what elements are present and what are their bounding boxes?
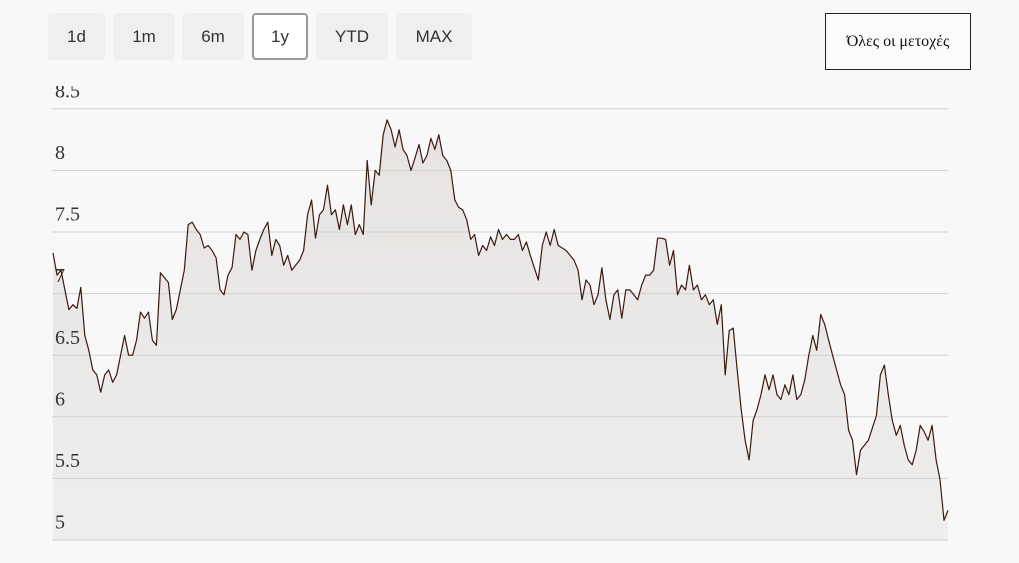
y-tick-label: 8 [55, 142, 65, 164]
range-button[interactable]: YTD [316, 13, 388, 60]
range-button[interactable]: 1d [48, 13, 105, 60]
range-button[interactable]: 6m [182, 13, 244, 60]
price-line [52, 119, 949, 521]
range-button[interactable]: 1y [252, 13, 308, 60]
all-stocks-button[interactable]: Όλες οι μετοχές [825, 13, 971, 70]
range-button[interactable]: 1m [113, 13, 175, 60]
y-tick-label: 6.5 [55, 327, 80, 349]
y-tick-label: 6 [55, 388, 65, 410]
range-button[interactable]: MAX [396, 13, 472, 60]
plot-area: 5 5.5 6 6.5 7 7.5 8 8.5 [52, 80, 949, 541]
area-fill [53, 119, 948, 541]
y-tick-label: 5.5 [55, 450, 80, 472]
y-tick-label: 5 [55, 512, 65, 534]
y-tick-label: 7.5 [55, 204, 80, 226]
y-tick-label: 8.5 [55, 80, 80, 102]
y-tick-label: 7 [55, 265, 65, 287]
